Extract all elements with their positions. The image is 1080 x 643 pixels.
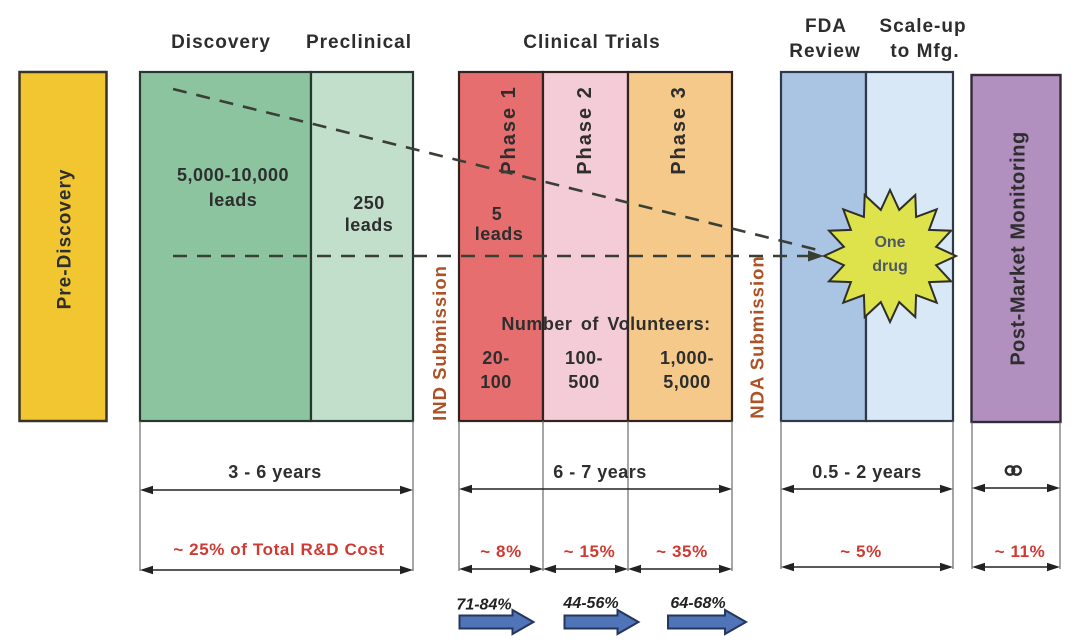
- svg-text:3 - 6 years: 3 - 6 years: [228, 462, 322, 482]
- svg-text:IND Submission: IND Submission: [429, 265, 450, 421]
- svg-text:Clinical Trials: Clinical Trials: [523, 32, 661, 53]
- svg-text:drug: drug: [872, 258, 908, 275]
- svg-text:~ 25% of Total R&D Cost: ~ 25% of Total R&D Cost: [173, 540, 384, 559]
- svg-text:leads: leads: [475, 224, 524, 244]
- svg-text:~ 5%: ~ 5%: [840, 542, 882, 561]
- svg-text:500: 500: [568, 372, 600, 392]
- svg-text:20-: 20-: [482, 348, 510, 368]
- svg-text:NDA Submission: NDA Submission: [747, 255, 768, 418]
- svg-text:100: 100: [480, 372, 512, 392]
- svg-text:64-68%: 64-68%: [670, 595, 725, 612]
- svg-text:to Mfg.: to Mfg.: [890, 41, 959, 62]
- svg-text:Phase 1: Phase 1: [498, 85, 520, 175]
- svg-text:Pre-Discovery: Pre-Discovery: [55, 169, 76, 310]
- svg-text:Number of Volunteers:: Number of Volunteers:: [501, 314, 710, 334]
- svg-text:1,000-: 1,000-: [660, 348, 714, 368]
- svg-text:250: 250: [353, 193, 385, 213]
- svg-text:71-84%: 71-84%: [456, 597, 511, 614]
- svg-text:~ 11%: ~ 11%: [995, 542, 1046, 561]
- svg-text:5,000-10,000: 5,000-10,000: [177, 165, 289, 185]
- svg-text:100-: 100-: [565, 348, 603, 368]
- svg-text:Discovery: Discovery: [171, 32, 271, 53]
- svg-text:~ 8%: ~ 8%: [480, 542, 522, 561]
- svg-text:6 - 7 years: 6 - 7 years: [553, 462, 647, 482]
- svg-text:0.5 - 2 years: 0.5 - 2 years: [812, 462, 922, 482]
- svg-text:~ 35%: ~ 35%: [656, 542, 708, 561]
- svg-text:leads: leads: [345, 215, 394, 235]
- svg-text:Phase 3: Phase 3: [668, 85, 690, 175]
- svg-text:Preclinical: Preclinical: [306, 32, 412, 53]
- svg-text:44-56%: 44-56%: [562, 595, 618, 612]
- svg-text:Scale-up: Scale-up: [879, 16, 966, 37]
- svg-text:5: 5: [492, 204, 503, 224]
- svg-text:Post-Market Monitoring: Post-Market Monitoring: [1008, 131, 1030, 365]
- svg-text:Phase 2: Phase 2: [574, 85, 596, 175]
- svg-text:leads: leads: [209, 190, 258, 210]
- svg-text:Review: Review: [789, 41, 860, 62]
- svg-text:~ 15%: ~ 15%: [564, 542, 616, 561]
- svg-text:FDA: FDA: [805, 16, 847, 37]
- svg-text:5,000: 5,000: [663, 372, 711, 392]
- svg-text:One: One: [874, 234, 905, 251]
